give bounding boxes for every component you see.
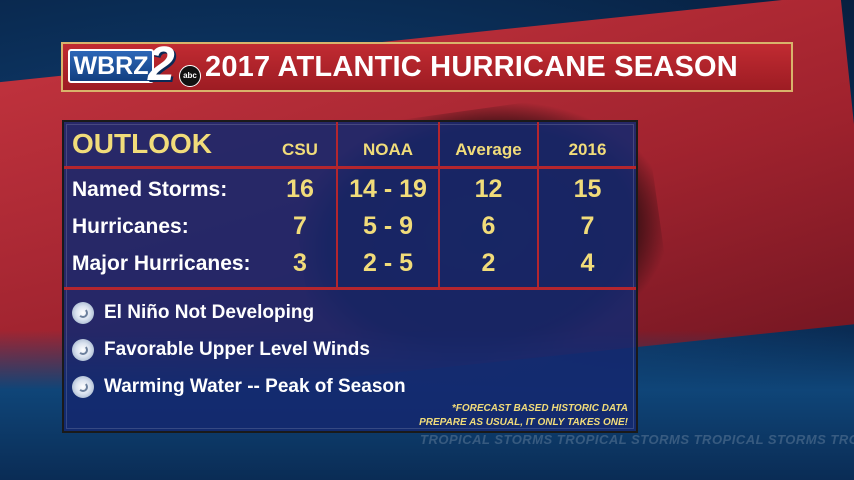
- panel-border: [66, 124, 634, 429]
- list-item: Favorable Upper Level Winds: [72, 339, 370, 361]
- list-item: Warming Water -- Peak of Season: [72, 376, 406, 398]
- hurricane-icon: [72, 302, 94, 324]
- column-header-2016: 2016: [568, 140, 607, 159]
- row-label-named-storms: Named Storms:: [72, 178, 228, 201]
- column-header-csu: CSU: [282, 140, 318, 159]
- footnote-forecast: *FORECAST BASED HISTORIC DATA: [451, 403, 628, 414]
- table-cell: 2 - 5: [362, 249, 414, 277]
- logo-channel-number: 2: [148, 38, 175, 91]
- column-divider: [537, 122, 539, 290]
- abc-network-icon: abc: [179, 65, 201, 87]
- table-cell: 14 - 19: [349, 175, 427, 203]
- table-cell: 2: [481, 249, 496, 277]
- outlook-heading: OUTLOOK: [72, 128, 212, 159]
- background-watermark-text: TROPICAL STORMS TROPICAL STORMS TROPICAL…: [420, 432, 854, 447]
- page-title: 2017 ATLANTIC HURRICANE SEASON: [205, 51, 738, 83]
- table-cell: 6: [481, 212, 496, 240]
- footnote-prepare: PREPARE AS USUAL, IT ONLY TAKES ONE!: [419, 417, 628, 428]
- column-divider: [438, 122, 440, 290]
- factor-text: Warming Water -- Peak of Season: [104, 376, 406, 398]
- hurricane-icon: [72, 376, 94, 398]
- table-cell: 12: [474, 175, 503, 203]
- title-banner: WBRZ 2 abc 2017 ATLANTIC HURRICANE SEASO…: [61, 41, 793, 92]
- outlook-panel: OUTLOOK CSU NOAA Average 2016 Named Stor…: [62, 120, 638, 433]
- table-cell: 3: [293, 249, 307, 277]
- hurricane-icon: [72, 339, 94, 361]
- list-item: El Niño Not Developing: [72, 302, 314, 324]
- section-divider: [64, 287, 636, 290]
- row-label-major-hurricanes: Major Hurricanes:: [72, 252, 251, 275]
- logo-callsign: WBRZ: [68, 49, 154, 83]
- table-cell: 5 - 9: [362, 212, 414, 240]
- table-cell: 16: [286, 175, 314, 203]
- factor-text: El Niño Not Developing: [104, 302, 315, 324]
- factor-text: Favorable Upper Level Winds: [104, 339, 370, 361]
- table-cell: 4: [580, 249, 595, 277]
- header-divider: [64, 166, 636, 169]
- column-header-average: Average: [455, 140, 522, 159]
- column-divider: [336, 122, 338, 290]
- table-cell: 15: [573, 175, 602, 203]
- station-logo: WBRZ 2 abc: [68, 41, 204, 89]
- table-cell: 7: [293, 212, 307, 240]
- row-label-hurricanes: Hurricanes:: [72, 215, 189, 238]
- column-header-noaa: NOAA: [362, 140, 414, 159]
- table-cell: 7: [580, 212, 595, 240]
